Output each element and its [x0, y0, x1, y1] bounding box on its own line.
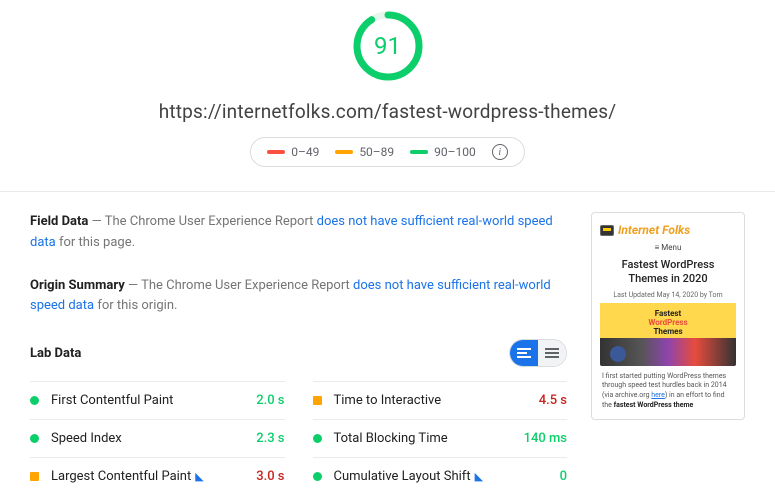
metric-value: 2.3 s	[256, 431, 284, 446]
status-icon	[313, 434, 322, 443]
metric-row: Time to Interactive 4.5 s	[313, 381, 568, 419]
preview-para-bold: fastest WordPress theme	[614, 401, 694, 409]
metric-name: Speed Index	[51, 431, 122, 446]
audited-url: https://internetfolks.com/fastest-wordpr…	[0, 100, 775, 123]
performance-score: 91	[352, 10, 424, 82]
metric-value: 140 ms	[524, 431, 567, 446]
status-icon	[313, 396, 322, 405]
preview-meta: Last Updated May 14, 2020 by Tom	[598, 291, 738, 303]
legend-average: 50–89	[335, 145, 394, 159]
origin-summary-suffix: for this origin.	[94, 298, 177, 313]
metric-value: 2.0 s	[256, 393, 284, 408]
metric-name: Time to Interactive	[334, 393, 442, 408]
preview-thumbnails	[600, 338, 736, 366]
status-icon	[30, 396, 39, 405]
legend-poor-label: 0–49	[291, 145, 319, 159]
preview-paragraph: I first started putting WordPress themes…	[598, 366, 738, 413]
preview-menu: ≡ Menu	[598, 241, 738, 256]
field-data-section: Field Data — The Chrome User Experience …	[30, 212, 567, 254]
lab-data-title: Lab Data	[30, 346, 81, 361]
metric-row: First Contentful Paint 2.0 s	[30, 381, 285, 419]
metric-row: Largest Contentful Paint ◣ 3.0 s	[30, 457, 285, 495]
preview-title: Fastest WordPress Themes in 2020	[598, 256, 738, 291]
preview-para-link: here	[651, 391, 665, 399]
preview-logo-icon	[600, 225, 614, 236]
view-toggle	[509, 339, 567, 367]
metric-name: Cumulative Layout Shift ◣	[334, 469, 484, 484]
metric-name: Largest Contentful Paint ◣	[51, 469, 204, 484]
metric-row: Cumulative Layout Shift ◣ 0	[313, 457, 568, 495]
legend-good-label: 90–100	[434, 145, 476, 159]
metric-value: 0	[560, 469, 567, 484]
page-preview: Internet Folks ≡ Menu Fastest WordPress …	[591, 212, 745, 420]
metric-name: Total Blocking Time	[334, 431, 448, 446]
metric-value: 4.5 s	[539, 393, 567, 408]
preview-banner-line3: Themes	[604, 327, 732, 336]
view-expanded-button[interactable]	[510, 340, 538, 366]
status-icon	[30, 434, 39, 443]
legend-avg-label: 50–89	[359, 145, 394, 159]
view-compact-button[interactable]	[538, 340, 566, 366]
field-data-title: Field Data	[30, 214, 88, 229]
preview-banner-line1: Fastest	[604, 309, 732, 318]
field-data-prefix: — The Chrome User Experience Report	[92, 214, 317, 229]
preview-banner: Fastest WordPress Themes	[600, 303, 736, 338]
status-icon	[313, 472, 322, 481]
performance-gauge: 91	[352, 10, 424, 82]
status-icon	[30, 472, 39, 481]
preview-brand: Internet Folks	[598, 219, 738, 241]
metric-value: 3.0 s	[256, 469, 284, 484]
origin-summary-section: Origin Summary — The Chrome User Experie…	[30, 276, 567, 318]
flag-icon: ◣	[195, 470, 203, 483]
metric-row: Speed Index 2.3 s	[30, 419, 285, 457]
metric-row: Total Blocking Time 140 ms	[313, 419, 568, 457]
score-legend: 0–49 50–89 90–100 i	[250, 137, 525, 167]
preview-banner-line2: WordPress	[604, 318, 732, 327]
origin-summary-title: Origin Summary	[30, 278, 125, 293]
metric-name: First Contentful Paint	[51, 393, 173, 408]
flag-icon: ◣	[475, 470, 483, 483]
info-icon[interactable]: i	[492, 144, 508, 160]
preview-brand-text: Internet Folks	[618, 223, 690, 237]
origin-summary-prefix: — The Chrome User Experience Report	[128, 278, 353, 293]
legend-good: 90–100	[410, 145, 476, 159]
field-data-suffix: for this page.	[56, 235, 135, 250]
legend-poor: 0–49	[267, 145, 319, 159]
